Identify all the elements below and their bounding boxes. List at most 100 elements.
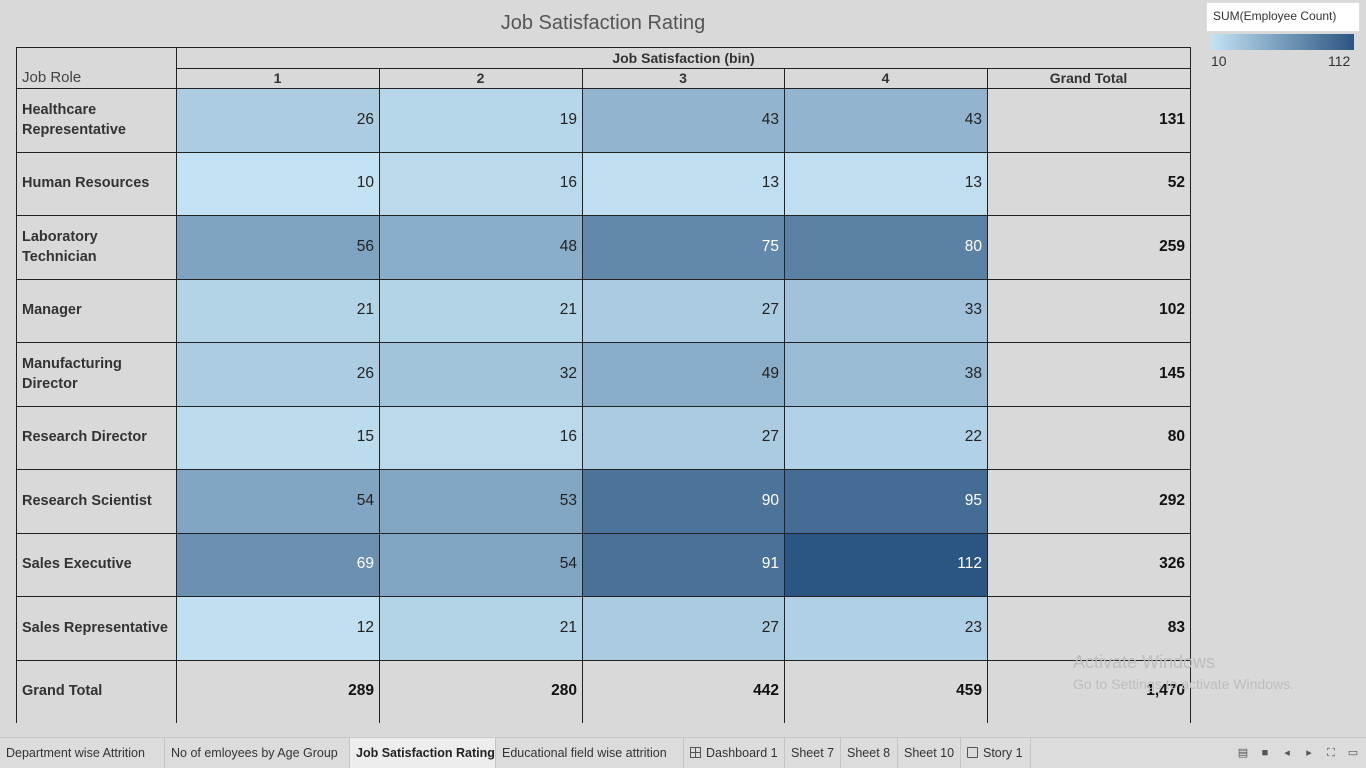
sheet-tab-label: Dashboard 1 <box>706 746 778 760</box>
row-grand-total: 52 <box>1167 174 1185 192</box>
sheet-tab-label: Educational field wise attrition <box>502 746 667 760</box>
grid-line-vertical <box>784 68 785 723</box>
heatmap-cell[interactable]: 112 <box>784 532 987 596</box>
grid-line-horizontal <box>16 47 1191 48</box>
heatmap-cell[interactable]: 32 <box>379 342 582 406</box>
grid-line-horizontal <box>16 151 1191 153</box>
grid-line-vertical <box>16 47 17 723</box>
heatmap-cell[interactable]: 48 <box>379 215 582 279</box>
sheet-tab[interactable]: Sheet 10 <box>898 738 961 768</box>
sheet-tab[interactable]: Job Satisfaction Rating <box>350 738 496 768</box>
heatmap-cell[interactable]: 38 <box>784 342 987 406</box>
sheet-sorter-icon[interactable]: ▤ <box>1237 747 1249 759</box>
sheet-tab-bar: Department wise Attrition No of emloyees … <box>0 737 1366 768</box>
heatmap-cell[interactable]: 27 <box>582 405 784 469</box>
heatmap-cell[interactable]: 69 <box>176 532 379 596</box>
heatmap-cell[interactable]: 21 <box>379 278 582 342</box>
heatmap-cell[interactable]: 54 <box>176 469 379 533</box>
row-grand-total: 131 <box>1159 110 1185 128</box>
sheet-tab-label: No of emloyees by Age Group <box>171 746 338 760</box>
sheet-tab[interactable]: Story 1 <box>961 738 1031 768</box>
heatmap-cell[interactable]: 27 <box>582 596 784 660</box>
heatmap-cell[interactable]: 90 <box>582 469 784 533</box>
column-header: 1 <box>273 70 282 86</box>
grid-line-horizontal <box>16 596 1191 597</box>
grid-line-horizontal <box>16 278 1191 280</box>
sheet-tab[interactable]: Sheet 7 <box>785 738 841 768</box>
heatmap-cell[interactable]: 13 <box>582 151 784 215</box>
heatmap-cell[interactable]: 54 <box>379 532 582 596</box>
heatmap-cell[interactable]: 22 <box>784 405 987 469</box>
next-sheet-icon[interactable]: ▸ <box>1306 747 1312 759</box>
heatmap-cell[interactable]: 16 <box>379 405 582 469</box>
story-icon <box>967 747 978 758</box>
previous-sheet-icon[interactable]: ◂ <box>1284 747 1290 759</box>
row-label: Healthcare Representative <box>22 101 126 138</box>
heatmap-cell[interactable]: 10 <box>176 151 379 215</box>
sheet-tab[interactable]: Department wise Attrition <box>0 738 165 768</box>
sheet-tab[interactable]: Dashboard 1 <box>684 738 785 768</box>
heatmap-cell[interactable]: 95 <box>784 469 987 533</box>
row-label: Sales Executive <box>22 556 132 573</box>
heatmap-cell[interactable]: 33 <box>784 278 987 342</box>
grid-line-horizontal <box>16 469 1191 470</box>
grid-line-horizontal <box>16 532 1191 534</box>
color-legend-min: 10 <box>1211 53 1227 69</box>
row-label: Manufacturing Director <box>22 355 122 392</box>
heatmap-cell[interactable]: 43 <box>784 88 987 152</box>
heatmap-cell[interactable]: 19 <box>379 88 582 152</box>
heatmap-cell[interactable]: 23 <box>784 596 987 660</box>
grid-line-vertical <box>176 47 177 723</box>
heatmap-cell[interactable]: 56 <box>176 215 379 279</box>
sheet-tab[interactable]: Sheet 8 <box>841 738 898 768</box>
grid-line-horizontal <box>176 68 1191 69</box>
heatmap-cell[interactable]: 91 <box>582 532 784 596</box>
sheet-tab-label: Sheet 10 <box>904 746 955 760</box>
sheet-tab-label: Story 1 <box>983 746 1023 760</box>
dashboard-icon <box>690 747 701 758</box>
column-header: 3 <box>679 70 687 86</box>
heatmap-cell[interactable]: 49 <box>582 342 784 406</box>
row-grand-total: 80 <box>1167 428 1185 446</box>
heatmap-cell[interactable]: 43 <box>582 88 784 152</box>
heatmap-cell[interactable]: 15 <box>176 405 379 469</box>
column-header: 4 <box>881 70 890 86</box>
row-label: Research Scientist <box>22 492 152 509</box>
fullscreen-icon[interactable]: ⛶ <box>1327 747 1335 759</box>
row-label: Sales Representative <box>22 619 168 636</box>
grid-line-horizontal <box>16 405 1191 407</box>
filmstrip-icon[interactable]: ■ <box>1261 747 1269 759</box>
heatmap-cell[interactable]: 80 <box>784 215 987 279</box>
heatmap-cell[interactable]: 21 <box>176 278 379 342</box>
color-legend-title[interactable]: SUM(Employee Count) <box>1206 2 1360 32</box>
activate-windows-subtitle: Go to Settings to activate Windows. <box>1073 676 1294 692</box>
heatmap-cell[interactable]: 75 <box>582 215 784 279</box>
grid-line-vertical <box>582 68 583 723</box>
sheet-tab-label: Department wise Attrition <box>6 746 145 760</box>
column-grand-total: 289 <box>348 682 374 700</box>
grand-total-row-label: Grand Total <box>22 683 103 700</box>
row-grand-total: 102 <box>1159 301 1185 319</box>
heatmap-cell[interactable]: 13 <box>784 151 987 215</box>
heatmap-cell[interactable]: 26 <box>176 88 379 152</box>
overall-grand-total: 1,470 <box>1146 682 1185 700</box>
heatmap-cell[interactable]: 26 <box>176 342 379 406</box>
column-header-grand-total: Grand Total <box>1049 70 1128 86</box>
grid-line-horizontal <box>16 659 1191 661</box>
grid-line-horizontal <box>16 88 1191 89</box>
column-grand-total: 459 <box>956 682 982 700</box>
presentation-icon[interactable]: ▭ <box>1347 747 1359 759</box>
grid-line-vertical <box>987 68 988 723</box>
heatmap-cell[interactable]: 21 <box>379 596 582 660</box>
row-label: Human Resources <box>22 175 150 192</box>
row-label: Laboratory Technician <box>22 228 98 265</box>
sheet-tab-label: Sheet 8 <box>847 746 891 760</box>
row-grand-total: 292 <box>1159 491 1185 509</box>
sheet-tab[interactable]: No of emloyees by Age Group <box>165 738 350 768</box>
heatmap-cell[interactable]: 53 <box>379 469 582 533</box>
column-group-header: Job Satisfaction (bin) <box>612 50 755 66</box>
heatmap-cell[interactable]: 16 <box>379 151 582 215</box>
heatmap-cell[interactable]: 12 <box>176 596 379 660</box>
heatmap-cell[interactable]: 27 <box>582 278 784 342</box>
sheet-tab[interactable]: Educational field wise attrition <box>496 738 684 768</box>
